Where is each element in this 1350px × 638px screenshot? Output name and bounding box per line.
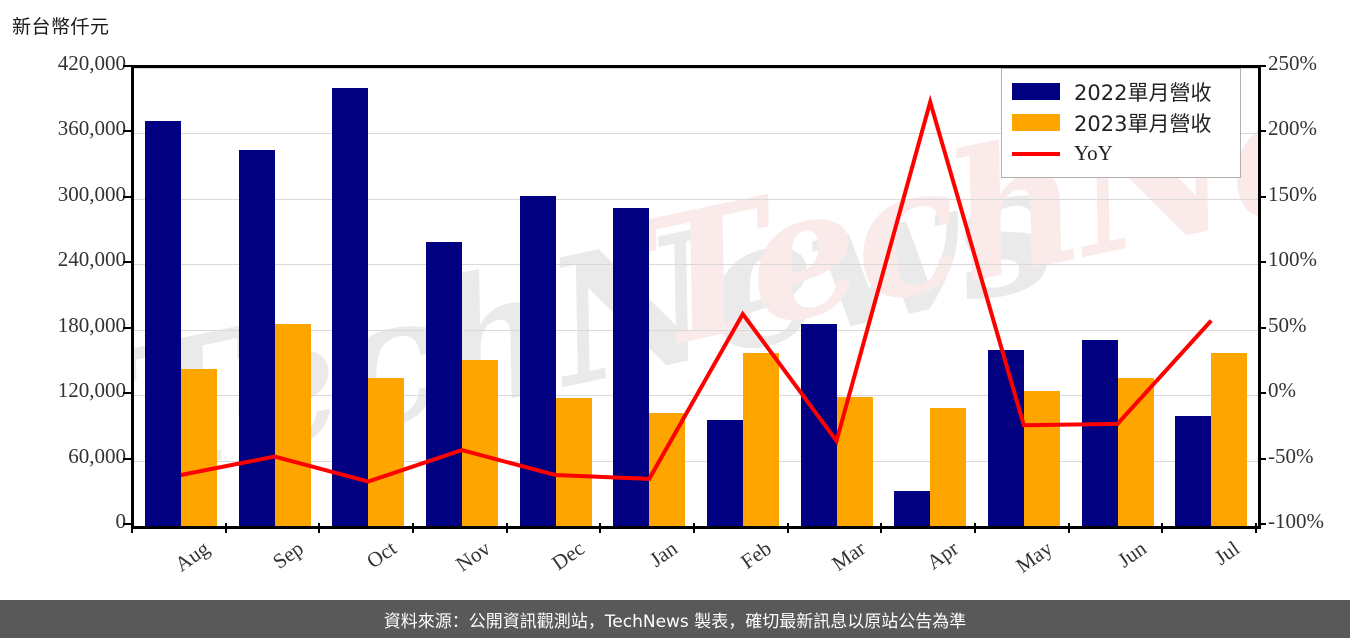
- x-axis-tick: [693, 523, 695, 533]
- bar-2022: [894, 491, 931, 526]
- bar-2023: [555, 398, 592, 526]
- y2-axis-tick-label: 150%: [1268, 181, 1317, 206]
- x-axis-tick: [1255, 523, 1257, 533]
- bar-2023: [461, 360, 498, 526]
- x-axis-tick: [412, 523, 414, 533]
- y-axis-tick-label: 60,000: [68, 443, 126, 468]
- legend-item-label: YoY: [1074, 141, 1113, 165]
- gridline: [134, 198, 1258, 200]
- source-footer: 資料來源：公開資訊觀測站，TechNews 製表，確切最新訊息以原站公告為準: [0, 600, 1350, 638]
- bar-2022: [1175, 415, 1212, 526]
- y-axis-tick: [123, 392, 132, 395]
- bar-2023: [1211, 352, 1248, 526]
- gridline: [134, 460, 1258, 462]
- y-axis-tick: [123, 261, 132, 264]
- y2-axis-tick-label: -100%: [1268, 509, 1324, 533]
- bar-2022: [425, 242, 462, 526]
- y-axis-unit-label: 新台幣仟元: [12, 16, 110, 38]
- bar-2023: [742, 352, 779, 526]
- y-axis-tick-label: 180,000: [57, 312, 126, 337]
- x-axis-tick: [224, 523, 227, 533]
- gridline: [134, 329, 1258, 331]
- x-axis-tick: [318, 523, 321, 533]
- legend-item[interactable]: 2023單月營收: [1012, 107, 1230, 138]
- bar-2022: [706, 420, 743, 526]
- legend-item[interactable]: YoY: [1012, 138, 1230, 169]
- y-axis-tick-label: 120,000: [57, 378, 126, 403]
- x-axis-tick: [131, 523, 133, 533]
- bar-2023: [1023, 390, 1060, 526]
- x-axis-tick: [1161, 523, 1164, 533]
- y2-axis-tick-label: 100%: [1268, 247, 1317, 272]
- legend-color-swatch-icon: [1012, 114, 1060, 131]
- x-axis-tick: [880, 523, 883, 533]
- y-axis-tick: [123, 523, 132, 525]
- y-axis-tick-label: 360,000: [57, 116, 126, 141]
- x-axis-tick: [599, 523, 602, 533]
- y-axis-tick-label: 0: [115, 509, 127, 533]
- bars-layer: [134, 68, 1258, 526]
- plot-area: TechNews TechNews: [131, 65, 1261, 529]
- y2-axis-tick: [1257, 261, 1266, 264]
- y-axis-tick-label: 240,000: [57, 247, 126, 272]
- gridline: [134, 68, 1258, 69]
- y2-axis-tick: [1257, 195, 1266, 198]
- legend-color-swatch-icon: [1012, 83, 1060, 100]
- y2-axis-tick-label: 200%: [1268, 116, 1317, 141]
- x-axis-tick: [1067, 523, 1070, 533]
- y2-axis-tick-label: 0%: [1268, 378, 1296, 403]
- bar-2022: [1081, 339, 1118, 526]
- bar-2022: [800, 324, 837, 526]
- legend-line-swatch-icon: [1012, 145, 1060, 162]
- y-axis-tick: [123, 326, 132, 329]
- legend-item-label: 2022單月營收: [1074, 80, 1212, 105]
- gridline: [134, 133, 1258, 135]
- y2-axis-tick-label: 250%: [1268, 51, 1317, 75]
- bar-2022: [332, 87, 369, 526]
- y2-axis-tick: [1257, 130, 1266, 133]
- y-axis-tick-label: 420,000: [57, 51, 126, 75]
- y2-axis-tick-label: -50%: [1268, 443, 1314, 468]
- bar-2023: [368, 377, 405, 526]
- bar-2023: [180, 368, 217, 526]
- y2-axis-tick: [1257, 326, 1266, 329]
- x-axis-tick: [786, 523, 789, 533]
- yoy-line: [181, 102, 1211, 482]
- y2-axis-tick: [1257, 523, 1266, 525]
- bar-2022: [613, 207, 650, 526]
- yoy-line-layer: [134, 68, 1258, 526]
- y2-axis-tick: [1257, 392, 1266, 395]
- y2-axis-tick: [1257, 65, 1266, 67]
- bar-2022: [987, 350, 1024, 526]
- y-axis-tick: [123, 130, 132, 133]
- x-axis-tick: [974, 523, 976, 533]
- y-axis-tick: [123, 195, 132, 198]
- x-axis-tick: [505, 523, 508, 533]
- y2-axis-tick: [1257, 457, 1266, 460]
- y2-axis-tick-label: 50%: [1268, 312, 1307, 337]
- bar-2023: [274, 324, 311, 526]
- gridline: [134, 264, 1258, 266]
- bar-2022: [144, 121, 181, 526]
- legend-item[interactable]: 2022單月營收: [1012, 76, 1230, 107]
- y-axis-tick-label: 300,000: [57, 181, 126, 206]
- y-axis-tick: [123, 65, 132, 67]
- bar-2023: [930, 408, 967, 526]
- y-axis-tick: [123, 457, 132, 460]
- legend-item-label: 2023單月營收: [1074, 111, 1212, 136]
- legend: 2022單月營收 2023單月營收 YoY: [1001, 68, 1241, 178]
